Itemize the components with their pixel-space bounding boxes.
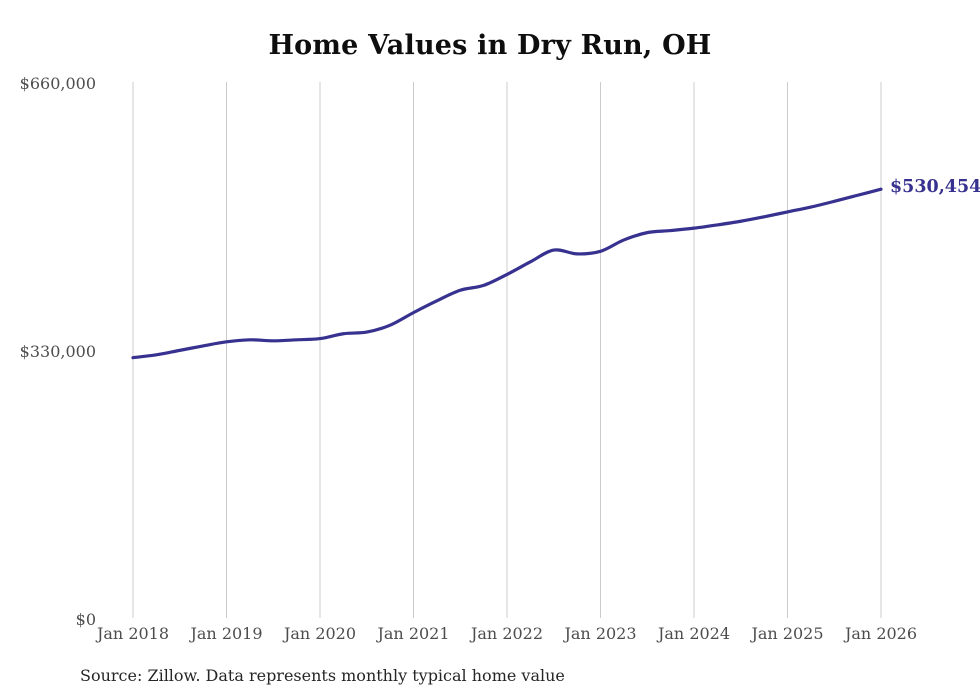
source-note: Source: Zillow. Data represents monthly … (80, 666, 565, 685)
y-tick-label: $660,000 (19, 74, 96, 93)
y-tick-label: $0 (75, 610, 96, 629)
x-tick-label: Jan 2018 (96, 624, 170, 643)
y-tick-label: $330,000 (19, 342, 96, 361)
x-tick-label: Jan 2021 (377, 624, 450, 643)
x-tick-label: Jan 2023 (564, 624, 637, 643)
home-value-line (131, 187, 883, 360)
x-tick-label: Jan 2019 (190, 624, 263, 643)
x-tick-label: Jan 2022 (470, 624, 544, 643)
x-tick-label: Jan 2026 (844, 624, 918, 643)
x-tick-label: Jan 2025 (751, 624, 824, 643)
chart-title: Home Values in Dry Run, OH (268, 30, 712, 61)
final-value-label: $530,454 (890, 177, 980, 198)
x-tick-label: Jan 2024 (657, 624, 731, 643)
x-tick-label: Jan 2020 (283, 624, 357, 643)
